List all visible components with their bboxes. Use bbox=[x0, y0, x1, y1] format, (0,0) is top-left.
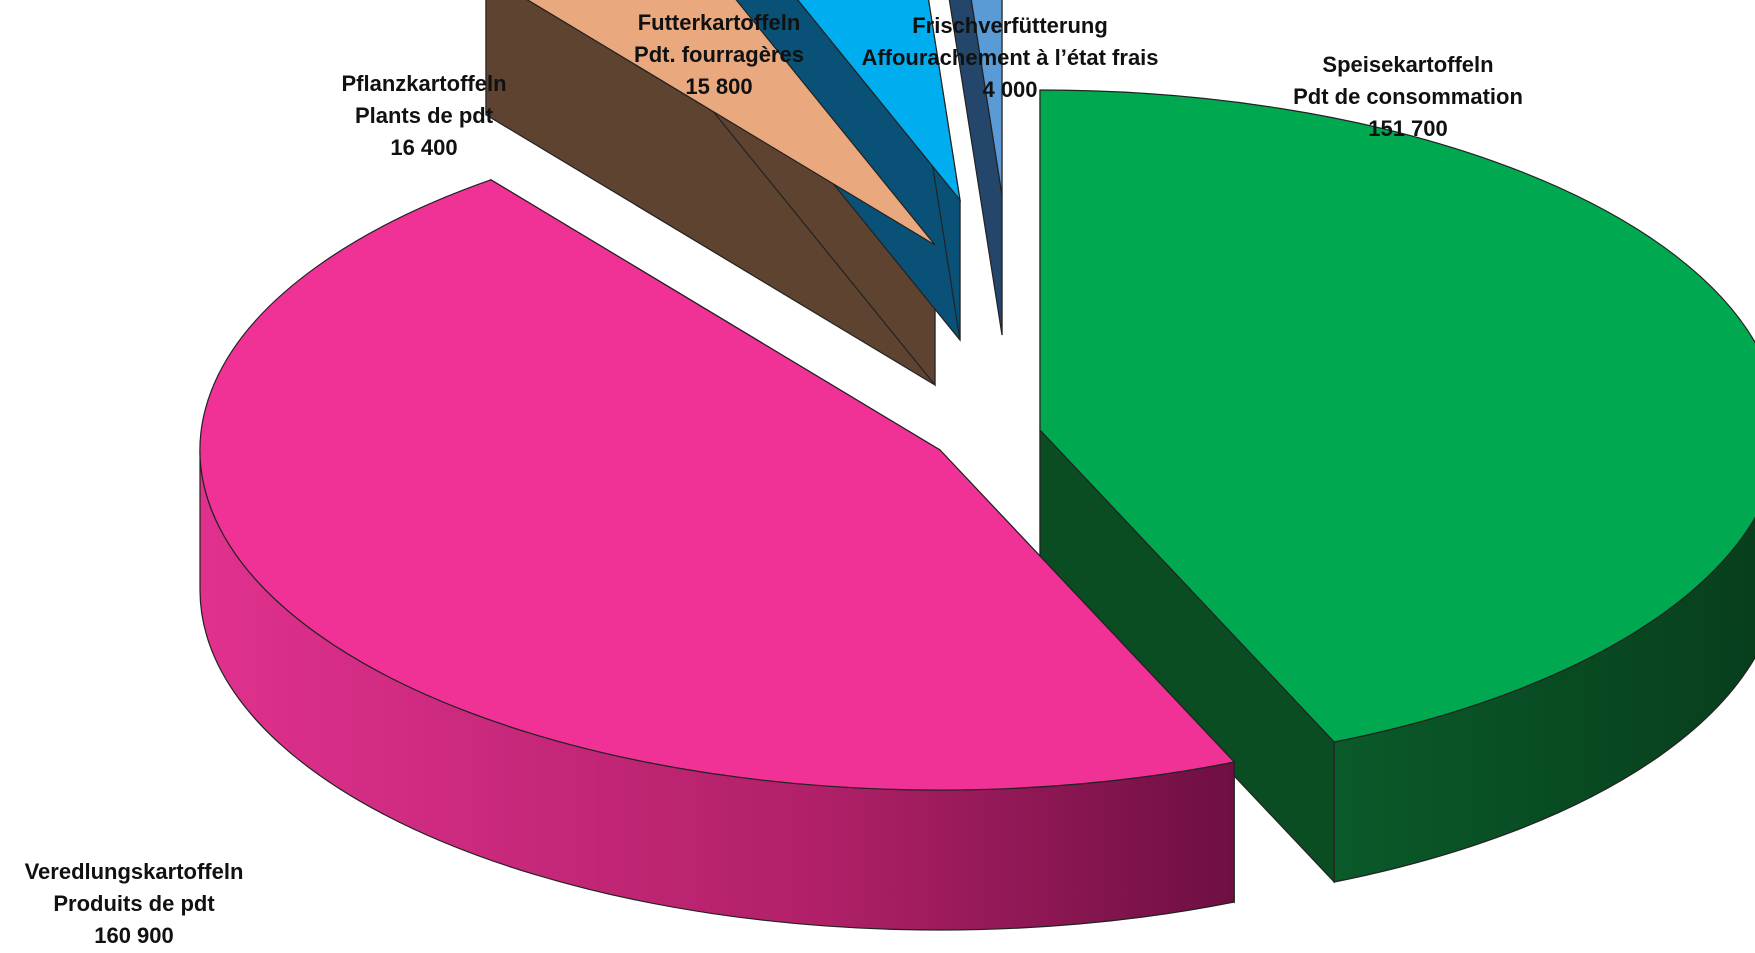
slice-label-pflanzkartoffeln: Pflanzkartoffeln Plants de pdt 16 400 bbox=[341, 71, 506, 160]
slice-label-de: Speisekartoffeln bbox=[1322, 52, 1493, 77]
slice-frischverftterung bbox=[970, 0, 1003, 196]
slice-label-fr: Affourachement à l’état frais bbox=[861, 45, 1158, 70]
slice-pflanzkartoffeln bbox=[526, 0, 936, 246]
slice-label-fr: Pdt. fourragères bbox=[634, 42, 804, 67]
slice-veredlungskartoffeln bbox=[199, 179, 1236, 791]
slice-label-futterkartoffeln: Futterkartoffeln Pdt. fourragères 15 800 bbox=[634, 10, 804, 99]
slice-label-de: Veredlungskartoffeln bbox=[25, 859, 244, 884]
slice-label-fr: Pdt de consommation bbox=[1293, 84, 1523, 109]
slice-label-de: Pflanzkartoffeln bbox=[341, 71, 506, 96]
slice-label-value: 151 700 bbox=[1368, 116, 1448, 141]
pie-top-faces bbox=[199, 0, 1755, 791]
slice-label-de: Futterkartoffeln bbox=[638, 10, 801, 35]
slice-futterkartoffeln bbox=[797, 0, 961, 203]
slice-label-frischverfuetterung: Frischverfütterung Affourachement à l’ét… bbox=[861, 13, 1158, 102]
slice-label-value: 160 900 bbox=[94, 923, 174, 948]
slice-label-fr: Plants de pdt bbox=[355, 103, 494, 128]
slice-label-value: 4 000 bbox=[982, 77, 1037, 102]
slice-label-veredlungskartoffeln: Veredlungskartoffeln Produits de pdt 160… bbox=[25, 859, 244, 948]
slice-label-de: Frischverfütterung bbox=[912, 13, 1108, 38]
slice-label-speisekartoffeln: Speisekartoffeln Pdt de consommation 151… bbox=[1293, 52, 1523, 141]
slice-label-value: 16 400 bbox=[390, 135, 457, 160]
slice-label-fr: Produits de pdt bbox=[53, 891, 215, 916]
slice-speisekartoffeln bbox=[1039, 89, 1755, 743]
slice-labels: Speisekartoffeln Pdt de consommation 151… bbox=[25, 10, 1523, 948]
slice-label-value: 15 800 bbox=[685, 74, 752, 99]
